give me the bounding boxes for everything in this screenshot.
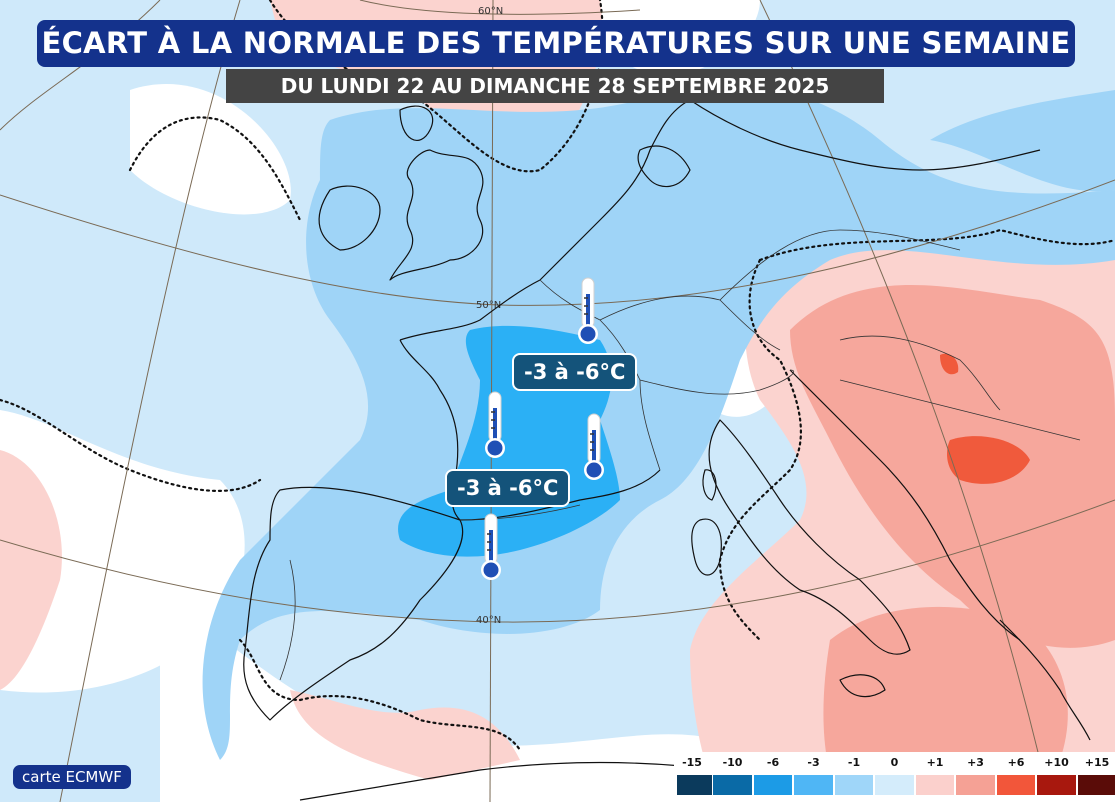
legend-tick-label: -3: [807, 756, 820, 769]
border-alps: [639, 369, 795, 395]
thermometer-icon: [481, 513, 501, 580]
zero-contour-central: [718, 258, 802, 642]
coastline-adriatic: [789, 369, 1021, 641]
legend-tick-label: +6: [1007, 756, 1025, 769]
legend-tick-label: +10: [1044, 756, 1069, 769]
latitude-label-60: 60°N: [478, 6, 503, 17]
coastline-baltic: [689, 99, 1041, 171]
legend-swatch: [955, 774, 996, 796]
coastline-north-sea: [539, 99, 691, 281]
thermometer-icon: [584, 413, 604, 480]
legend-swatch: [833, 774, 875, 796]
thermometer-icon: [485, 391, 505, 458]
border-pyrenees: [459, 504, 581, 521]
legend-swatch: [914, 774, 956, 796]
neutral-zone-north-atlantic: [130, 84, 291, 215]
parallel-60: [359, 0, 641, 15]
warm-zone-hungary: [940, 353, 959, 375]
legend-tick-label: -15: [682, 756, 702, 769]
source-badge: carte ECMWF: [13, 765, 131, 789]
thermometer-icon: [578, 277, 598, 344]
temperature-annotation: -3 à -6°C: [445, 469, 571, 507]
meridian-east: [759, 0, 1051, 802]
coastline-sicily: [839, 674, 886, 698]
zero-contour-west: [128, 116, 302, 222]
neutral-zone-south: [160, 600, 720, 802]
coastline-corsica: [702, 469, 717, 501]
temperature-annotation: -3 à -6°C: [512, 353, 638, 391]
legend-tick-label: -1: [847, 756, 861, 769]
coastline-ireland: [318, 185, 381, 251]
coastline-scotland: [399, 105, 434, 141]
meridian-west: [59, 0, 241, 802]
legend-swatch: [1076, 774, 1115, 796]
color-legend: -15 -10 -6 -3 -1 0 +1 +3 +6 +10 +15: [674, 752, 1115, 802]
coastline-italy: [708, 419, 911, 655]
coastline-greece: [999, 619, 1091, 741]
legend-swatch: [793, 774, 834, 796]
parallel-50: [0, 179, 1115, 306]
cold-zone-east-north: [930, 90, 1115, 192]
legend-swatch: [752, 774, 794, 796]
legend-tick-label: +15: [1084, 756, 1110, 769]
cold-zone-north-europe: [202, 85, 1115, 760]
coastline-iberia: [243, 486, 464, 721]
legend-tick-label: -6: [766, 756, 780, 769]
border-hungary: [839, 335, 1001, 411]
legend-swatch: [874, 774, 915, 796]
coastline-denmark: [637, 145, 691, 188]
zero-contour-east: [758, 228, 1115, 262]
border-poland: [719, 229, 961, 301]
coastline-britain: [389, 149, 484, 281]
legend-swatch: [712, 774, 753, 796]
parallel-40: [0, 499, 1115, 623]
legend-swatch: [995, 774, 1037, 796]
zero-contour-iberia: [238, 638, 522, 752]
border-spain-portugal: [279, 559, 296, 681]
map-title: ÉCART À LA NORMALE DES TEMPÉRATURES SUR …: [37, 20, 1075, 67]
legend-tick-label: +1: [926, 756, 944, 769]
border-balkans: [839, 379, 1081, 441]
legend-tick-label: -10: [722, 756, 743, 769]
warm-zone-serbia: [947, 436, 1030, 484]
latitude-label-50: 50°N: [476, 300, 501, 311]
coastline-sardinia: [691, 518, 722, 576]
legend-swatch: [1036, 774, 1077, 796]
latitude-label-40: 40°N: [476, 615, 501, 626]
legend-swatch: [676, 774, 717, 796]
border-germany: [599, 295, 781, 351]
warm-zone-med: [290, 690, 520, 780]
legend-tick-label: +3: [967, 756, 984, 769]
zero-contour-atlantic: [0, 398, 262, 492]
legend-tick-label: 0: [890, 756, 899, 769]
warm-zone-atlantic: [0, 450, 62, 690]
map-subtitle: DU LUNDI 22 AU DIMANCHE 28 SEPTEMBRE 202…: [226, 69, 884, 103]
